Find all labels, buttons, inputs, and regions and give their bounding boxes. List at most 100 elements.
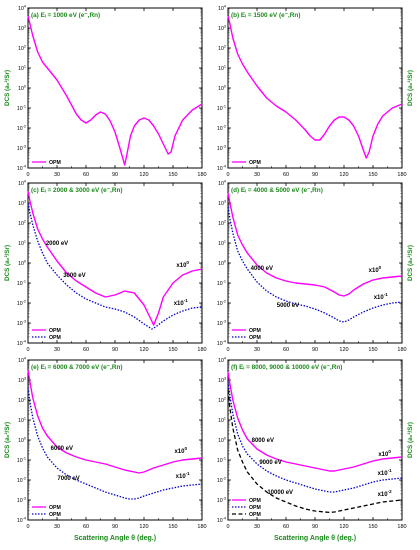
y-tick-label: 10-4 bbox=[217, 340, 226, 348]
x-tick-label: 30 bbox=[254, 524, 260, 530]
y-tick-label: 102 bbox=[218, 45, 226, 53]
y-tick-label: 102 bbox=[218, 220, 226, 228]
annotation-label: x10-2 bbox=[378, 489, 393, 498]
annotation-label: x100 bbox=[369, 265, 382, 274]
x-tick-label: 150 bbox=[368, 347, 377, 353]
annotation-label: 7000 eV bbox=[57, 476, 79, 482]
plot-frame bbox=[27, 7, 203, 169]
x-tick-label: 0 bbox=[26, 347, 29, 353]
y-tick-label: 103 bbox=[18, 200, 26, 208]
legend-label: OPM bbox=[49, 160, 61, 166]
x-tick-label: 60 bbox=[283, 172, 289, 178]
x-tick-label: 0 bbox=[226, 524, 229, 530]
chart-panel-a: 0 30 60 90 120 150 180 10-4 10-3 10-2 10-1 100 101 10… bbox=[4, 5, 207, 179]
y-tick-label: 10-2 bbox=[217, 477, 226, 485]
series-line-dotted bbox=[227, 206, 403, 323]
x-tick-label: 180 bbox=[197, 524, 206, 530]
legend-label: OPM bbox=[249, 512, 261, 518]
y-tick-label: 10-2 bbox=[217, 125, 226, 133]
series-line-dashed bbox=[227, 389, 403, 514]
x-tick-label: 0 bbox=[226, 172, 229, 178]
x-tick-label: 180 bbox=[397, 172, 406, 178]
legend-label: OPM bbox=[249, 505, 261, 511]
y-tick-label: 101 bbox=[218, 417, 226, 425]
x-tick-label: 60 bbox=[283, 347, 289, 353]
x-tick-label: 30 bbox=[54, 347, 60, 353]
chart-panel-f: 0 30 60 90 120 150 180 10-4 10-3 10-2 10-1 100 101 10… bbox=[217, 357, 414, 543]
series-line-solid bbox=[227, 371, 403, 472]
x-tick-label: 150 bbox=[168, 524, 177, 530]
y-tick-label: 103 bbox=[218, 25, 226, 33]
legend: OPM bbox=[32, 160, 61, 166]
y-axis-label: DCS (a₀²/Sr) bbox=[4, 245, 11, 281]
y-tick-label: 10-4 bbox=[17, 340, 26, 348]
plot-frame bbox=[227, 182, 403, 344]
y-tick-label: 10-3 bbox=[217, 320, 226, 328]
x-tick-label: 90 bbox=[112, 172, 118, 178]
panel-title: (b) Eᵢ = 1500 eV (e⁻,Rn) bbox=[231, 12, 300, 19]
x-tick-label: 90 bbox=[312, 524, 318, 530]
y-tick-label: 10-4 bbox=[17, 517, 26, 525]
x-tick-label: 150 bbox=[368, 524, 377, 530]
annotation-label: 5000 eV bbox=[277, 303, 299, 309]
annotation-label: 10000 eV bbox=[267, 490, 293, 496]
annotation-label: 6000 eV bbox=[51, 446, 73, 452]
y-tick-label: 104 bbox=[218, 357, 226, 365]
panel-title: (a) Eᵢ = 1000 eV (e⁻,Rn) bbox=[31, 12, 100, 19]
y-tick-label: 101 bbox=[18, 417, 26, 425]
x-tick-label: 180 bbox=[397, 524, 406, 530]
x-tick-label: 180 bbox=[197, 347, 206, 353]
x-axis-label: Scattering Angle θ (deg.) bbox=[74, 535, 156, 542]
x-tick-label: 150 bbox=[168, 347, 177, 353]
y-tick-label: 10-1 bbox=[17, 105, 26, 113]
legend-label: OPM bbox=[49, 505, 61, 511]
y-tick-label: 10-1 bbox=[217, 280, 226, 288]
x-tick-label: 0 bbox=[26, 524, 29, 530]
x-tick-label: 60 bbox=[83, 172, 89, 178]
y-tick-label: 103 bbox=[218, 377, 226, 385]
x-tick-label: 90 bbox=[312, 172, 318, 178]
y-tick-label: 10-1 bbox=[217, 105, 226, 113]
series-line-solid bbox=[227, 15, 403, 159]
y-tick-label: 10-4 bbox=[17, 165, 26, 173]
y-tick-label: 103 bbox=[18, 25, 26, 33]
y-tick-label: 10-2 bbox=[217, 300, 226, 308]
annotation-label: x100 bbox=[378, 449, 391, 458]
panel-title: (f) Eᵢ = 8000, 9000 & 10000 eV (e⁻,Rn) bbox=[231, 364, 342, 371]
y-axis-label: DCS (a₀²/Sr) bbox=[407, 422, 414, 458]
chart-panel-d: 0 30 60 90 120 150 180 10-4 10-3 10-2 10-1 100 101 10… bbox=[217, 180, 414, 354]
x-tick-label: 30 bbox=[254, 347, 260, 353]
annotation-label: x10-1 bbox=[176, 471, 191, 480]
x-tick-label: 120 bbox=[339, 347, 348, 353]
y-tick-label: 100 bbox=[218, 260, 226, 268]
y-tick-label: 10-4 bbox=[217, 517, 226, 525]
legend-label: OPM bbox=[249, 328, 261, 334]
y-axis-label: DCS (a₀²/Sr) bbox=[4, 70, 11, 106]
annotation-label: 2000 eV bbox=[46, 241, 68, 247]
y-tick-label: 100 bbox=[218, 85, 226, 93]
legend-label: OPM bbox=[49, 512, 61, 518]
legend-label: OPM bbox=[249, 335, 261, 341]
y-tick-label: 10-3 bbox=[17, 145, 26, 153]
legend-label: OPM bbox=[49, 335, 61, 341]
chart-panel-e: 0 30 60 90 120 150 180 10-4 10-3 10-2 10-1 100 101 10… bbox=[4, 357, 207, 543]
y-tick-label: 10-2 bbox=[17, 300, 26, 308]
y-tick-label: 10-2 bbox=[17, 125, 26, 133]
x-tick-label: 60 bbox=[83, 347, 89, 353]
legend-label: OPM bbox=[49, 328, 61, 334]
x-tick-label: 120 bbox=[339, 172, 348, 178]
y-tick-label: 10-2 bbox=[17, 477, 26, 485]
y-tick-label: 103 bbox=[18, 377, 26, 385]
panel-title: (e) Eᵢ = 6000 & 7000 eV (e⁻,Rn) bbox=[31, 364, 122, 371]
annotation-label: 3000 eV bbox=[63, 273, 85, 279]
series-line-dotted bbox=[227, 381, 403, 493]
annotation-label: 9000 eV bbox=[259, 460, 281, 466]
y-axis-label: DCS (a₀²/Sr) bbox=[407, 70, 414, 106]
series-line-solid bbox=[27, 190, 203, 326]
series-line-solid bbox=[227, 192, 403, 297]
